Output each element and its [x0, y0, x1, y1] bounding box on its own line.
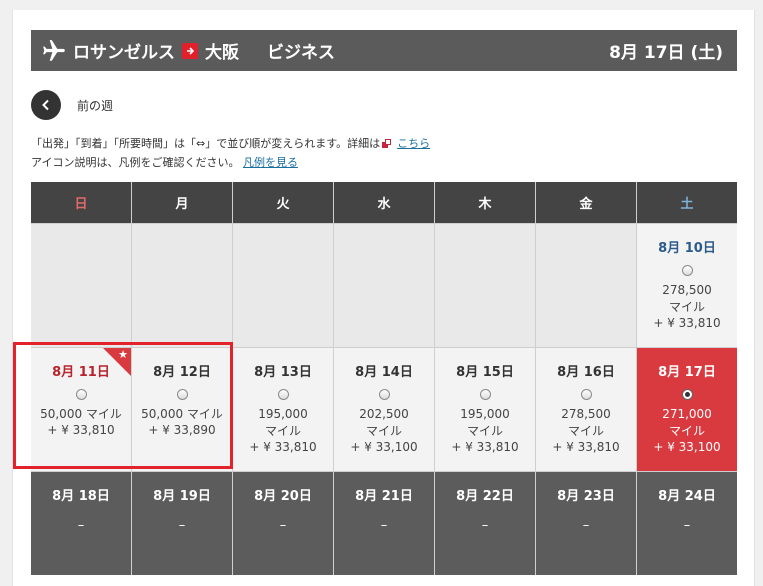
day-date: 8月 10日: [658, 241, 716, 256]
external-link-icon: [382, 138, 392, 148]
day-cell-aug-19: 8月 19日 –: [132, 472, 232, 575]
miles-value: 195,000 マイル: [460, 407, 510, 438]
day-date: 8月 22日: [456, 489, 514, 504]
weekday-wed: 水: [334, 182, 434, 223]
details-link[interactable]: こちら: [397, 137, 431, 150]
weekday-tue: 火: [233, 182, 333, 223]
route-header: ロサンゼルス 大阪 ビジネス 8月 17日 (土): [31, 30, 737, 71]
day-date: 8月 14日: [355, 365, 413, 380]
empty-cell: [233, 224, 333, 347]
calendar-grid: 日 月 火 水 木 金 土 8月 10日 278,500 マイル + ¥ 33,…: [31, 182, 737, 575]
legend-link[interactable]: 凡例を見る: [242, 156, 298, 169]
lowest-fare-badge: [103, 348, 131, 376]
weekday-sun: 日: [31, 182, 131, 223]
no-fare: –: [582, 518, 590, 533]
empty-cell: [334, 224, 434, 347]
day-date: 8月 18日: [52, 489, 110, 504]
day-date: 8月 12日: [153, 365, 211, 380]
route-info: ロサンゼルス 大阪 ビジネス: [73, 38, 335, 63]
sort-note-text: 「出発」「到着」「所要時間」は「⇔」で並び順が変えられます。詳細は: [31, 137, 381, 150]
fare-radio[interactable]: [378, 389, 390, 400]
day-cell-aug-20: 8月 20日 –: [233, 472, 333, 575]
miles-value: 271,000 マイル: [662, 407, 712, 438]
miles-value: 50,000 マイル: [40, 407, 122, 421]
day-date: 8月 16日: [557, 365, 615, 380]
origin-city: ロサンゼルス: [73, 43, 175, 63]
tax-value: + ¥ 33,100: [350, 440, 418, 454]
weekday-fri: 金: [536, 182, 636, 223]
tax-value: + ¥ 33,810: [47, 423, 115, 437]
miles-value: 278,500 マイル: [561, 407, 611, 438]
tax-value: + ¥ 33,810: [552, 440, 620, 454]
empty-cell: [536, 224, 636, 347]
day-cell-aug-11[interactable]: ★ 8月 11日 50,000 マイル + ¥ 33,810: [31, 348, 131, 471]
day-cell-aug-18: 8月 18日 –: [31, 472, 131, 575]
day-cell-aug-12[interactable]: 8月 12日 50,000 マイル + ¥ 33,890: [132, 348, 232, 471]
no-fare: –: [683, 518, 691, 533]
fare-radio[interactable]: [681, 265, 693, 276]
prev-week-button[interactable]: 前の週: [31, 90, 113, 120]
no-fare: –: [77, 518, 85, 533]
star-icon: ★: [118, 348, 128, 361]
day-date: 8月 17日: [658, 365, 716, 380]
miles-value: 278,500 マイル: [662, 283, 712, 314]
fare-radio-selected[interactable]: [681, 389, 693, 400]
tax-value: + ¥ 33,810: [451, 440, 519, 454]
fare-radio[interactable]: [176, 389, 188, 400]
airplane-icon: [39, 36, 69, 66]
day-cell-aug-10[interactable]: 8月 10日 278,500 マイル + ¥ 33,810: [637, 224, 737, 347]
empty-cell: [31, 224, 131, 347]
prev-week-label: 前の週: [77, 98, 114, 113]
day-date: 8月 19日: [153, 489, 211, 504]
day-date: 8月 20日: [254, 489, 312, 504]
day-cell-aug-22: 8月 22日 –: [435, 472, 535, 575]
day-cell-aug-21: 8月 21日 –: [334, 472, 434, 575]
fare-radio[interactable]: [277, 389, 289, 400]
sort-note: 「出発」「到着」「所要時間」は「⇔」で並び順が変えられます。詳細は こちら: [31, 135, 430, 151]
day-cell-aug-17-selected[interactable]: 8月 17日 271,000 マイル + ¥ 33,100: [637, 348, 737, 471]
no-fare: –: [481, 518, 489, 533]
destination-city: 大阪: [205, 43, 239, 63]
day-date: 8月 11日: [52, 365, 110, 380]
day-cell-aug-14[interactable]: 8月 14日 202,500 マイル + ¥ 33,100: [334, 348, 434, 471]
empty-cell: [132, 224, 232, 347]
day-date: 8月 13日: [254, 365, 312, 380]
weekday-mon: 月: [132, 182, 232, 223]
no-fare: –: [279, 518, 287, 533]
selected-date: 8月 17日 (土): [609, 43, 723, 63]
weekday-sat: 土: [637, 182, 737, 223]
legend-note: アイコン説明は、凡例をご確認ください。 凡例を見る: [31, 154, 298, 170]
no-fare: –: [178, 518, 186, 533]
day-cell-aug-16[interactable]: 8月 16日 278,500 マイル + ¥ 33,810: [536, 348, 636, 471]
day-cell-aug-24: 8月 24日 –: [637, 472, 737, 575]
fare-radio[interactable]: [75, 389, 87, 400]
day-date: 8月 23日: [557, 489, 615, 504]
tax-value: + ¥ 33,810: [249, 440, 317, 454]
arrow-right-icon: [182, 42, 198, 59]
day-date: 8月 21日: [355, 489, 413, 504]
day-cell-aug-23: 8月 23日 –: [536, 472, 636, 575]
tax-value: + ¥ 33,100: [653, 440, 721, 454]
tax-value: + ¥ 33,890: [148, 423, 216, 437]
miles-value: 202,500 マイル: [359, 407, 409, 438]
day-date: 8月 15日: [456, 365, 514, 380]
day-date: 8月 24日: [658, 489, 716, 504]
legend-note-text: アイコン説明は、凡例をご確認ください。: [31, 156, 240, 169]
weekday-thu: 木: [435, 182, 535, 223]
day-cell-aug-13[interactable]: 8月 13日 195,000 マイル + ¥ 33,810: [233, 348, 333, 471]
cabin-class: ビジネス: [267, 43, 335, 63]
miles-value: 195,000 マイル: [258, 407, 308, 438]
day-cell-aug-15[interactable]: 8月 15日 195,000 マイル + ¥ 33,810: [435, 348, 535, 471]
fare-radio[interactable]: [580, 389, 592, 400]
empty-cell: [435, 224, 535, 347]
no-fare: –: [380, 518, 388, 533]
miles-value: 50,000 マイル: [141, 407, 223, 421]
tax-value: + ¥ 33,810: [653, 316, 721, 330]
chevron-left-icon[interactable]: [31, 90, 61, 120]
fare-radio[interactable]: [479, 389, 491, 400]
